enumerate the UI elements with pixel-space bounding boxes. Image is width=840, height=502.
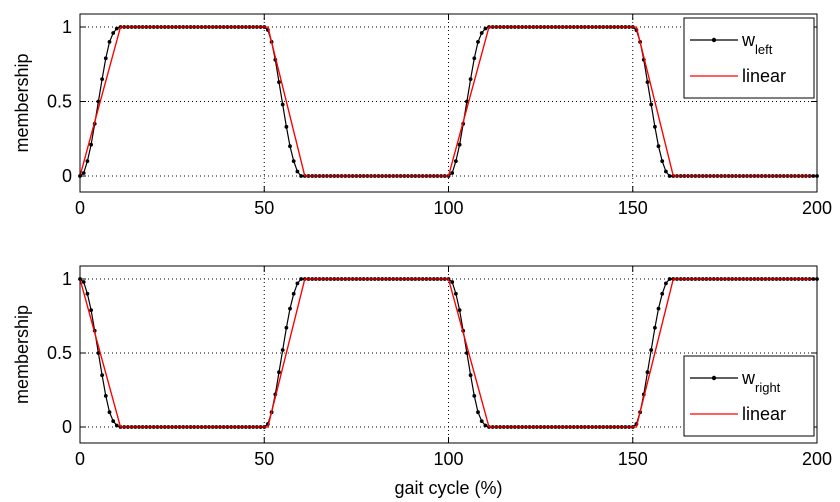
- x-tick-label: 50: [254, 449, 274, 469]
- data-point: [291, 159, 296, 164]
- data-point: [277, 80, 281, 84]
- data-point: [107, 410, 112, 415]
- data-point: [111, 419, 116, 423]
- data-point: [645, 370, 650, 375]
- data-point: [476, 40, 480, 44]
- y-axis-label: membership: [12, 305, 32, 404]
- y-tick-label: 1: [62, 269, 72, 289]
- data-point: [299, 174, 303, 178]
- data-point: [454, 291, 458, 296]
- x-tick-label: 200: [802, 198, 832, 218]
- data-point: [295, 169, 300, 174]
- x-tick-label: 100: [433, 449, 463, 469]
- x-axis-label: gait cycle (%): [394, 478, 502, 498]
- data-point: [114, 423, 119, 428]
- legend-label: linear: [742, 404, 786, 424]
- y-axis-label: membership: [12, 53, 32, 152]
- x-tick-label: 50: [254, 198, 274, 218]
- data-point: [284, 124, 289, 129]
- data-point: [667, 174, 672, 178]
- chart-panel-2: 0 50 100 150 200 0 0.5 1 membership gait cycle (%…: [12, 265, 832, 498]
- y-tick-label: 0: [62, 166, 72, 186]
- y-tick-label: 0: [62, 417, 72, 437]
- data-point: [457, 308, 462, 312]
- data-point: [483, 26, 488, 31]
- legend-label-subscript: left: [755, 42, 773, 57]
- data-point: [454, 159, 458, 164]
- data-point: [450, 171, 455, 175]
- data-point: [649, 348, 654, 352]
- y-tick-label: 0.5: [47, 92, 72, 112]
- data-point: [81, 171, 86, 175]
- x-tick-label: 200: [802, 449, 832, 469]
- x-tick-label: 100: [433, 198, 463, 218]
- data-point: [472, 56, 477, 61]
- data-point: [81, 280, 86, 284]
- y-tick-label: 1: [62, 17, 72, 37]
- data-point: [479, 419, 484, 423]
- x-tick-label: 150: [618, 198, 648, 218]
- legend-marker: [711, 37, 717, 43]
- legend-label: linear: [742, 66, 786, 86]
- data-point: [457, 142, 462, 147]
- data-point: [280, 348, 285, 352]
- data-point: [295, 281, 300, 286]
- data-point: [280, 102, 285, 107]
- series-line-linear-overlay: [79, 26, 817, 177]
- data-point: [664, 169, 668, 174]
- data-point: [450, 280, 455, 284]
- data-point: [660, 291, 665, 296]
- data-point: [649, 102, 654, 107]
- data-point: [277, 370, 281, 375]
- data-point: [100, 373, 104, 378]
- y-tick-label: 0.5: [47, 343, 72, 363]
- series-line-linear-overlay: [79, 278, 817, 428]
- data-point: [664, 281, 668, 286]
- data-point: [89, 308, 93, 312]
- x-tick-label: 0: [75, 449, 85, 469]
- legend-marker: [711, 375, 717, 381]
- x-tick-label: 0: [75, 198, 85, 218]
- data-point: [89, 142, 93, 147]
- data-point: [288, 144, 292, 149]
- data-point: [85, 159, 90, 164]
- data-point: [468, 373, 473, 378]
- data-point: [472, 394, 477, 398]
- legend-label-subscript: right: [755, 380, 781, 395]
- data-point: [291, 291, 296, 296]
- data-point: [299, 277, 303, 281]
- data-point: [103, 56, 108, 61]
- data-point: [483, 423, 488, 428]
- legend-box: [683, 355, 815, 437]
- data-point: [468, 77, 473, 81]
- data-point: [476, 410, 480, 415]
- data-point: [103, 394, 108, 398]
- data-point: [645, 80, 650, 84]
- data-point: [656, 306, 661, 311]
- data-point: [100, 77, 104, 81]
- data-point: [656, 144, 661, 149]
- data-point: [479, 31, 484, 35]
- data-point: [653, 124, 657, 129]
- data-point: [85, 291, 90, 296]
- data-point: [107, 40, 112, 44]
- data-point: [288, 306, 292, 311]
- data-point: [660, 159, 665, 164]
- legend-box: [683, 17, 815, 99]
- data-point: [114, 26, 119, 31]
- data-point: [111, 31, 116, 35]
- data-point: [653, 325, 657, 330]
- data-point: [284, 325, 289, 330]
- data-point: [667, 277, 672, 281]
- x-tick-label: 150: [618, 449, 648, 469]
